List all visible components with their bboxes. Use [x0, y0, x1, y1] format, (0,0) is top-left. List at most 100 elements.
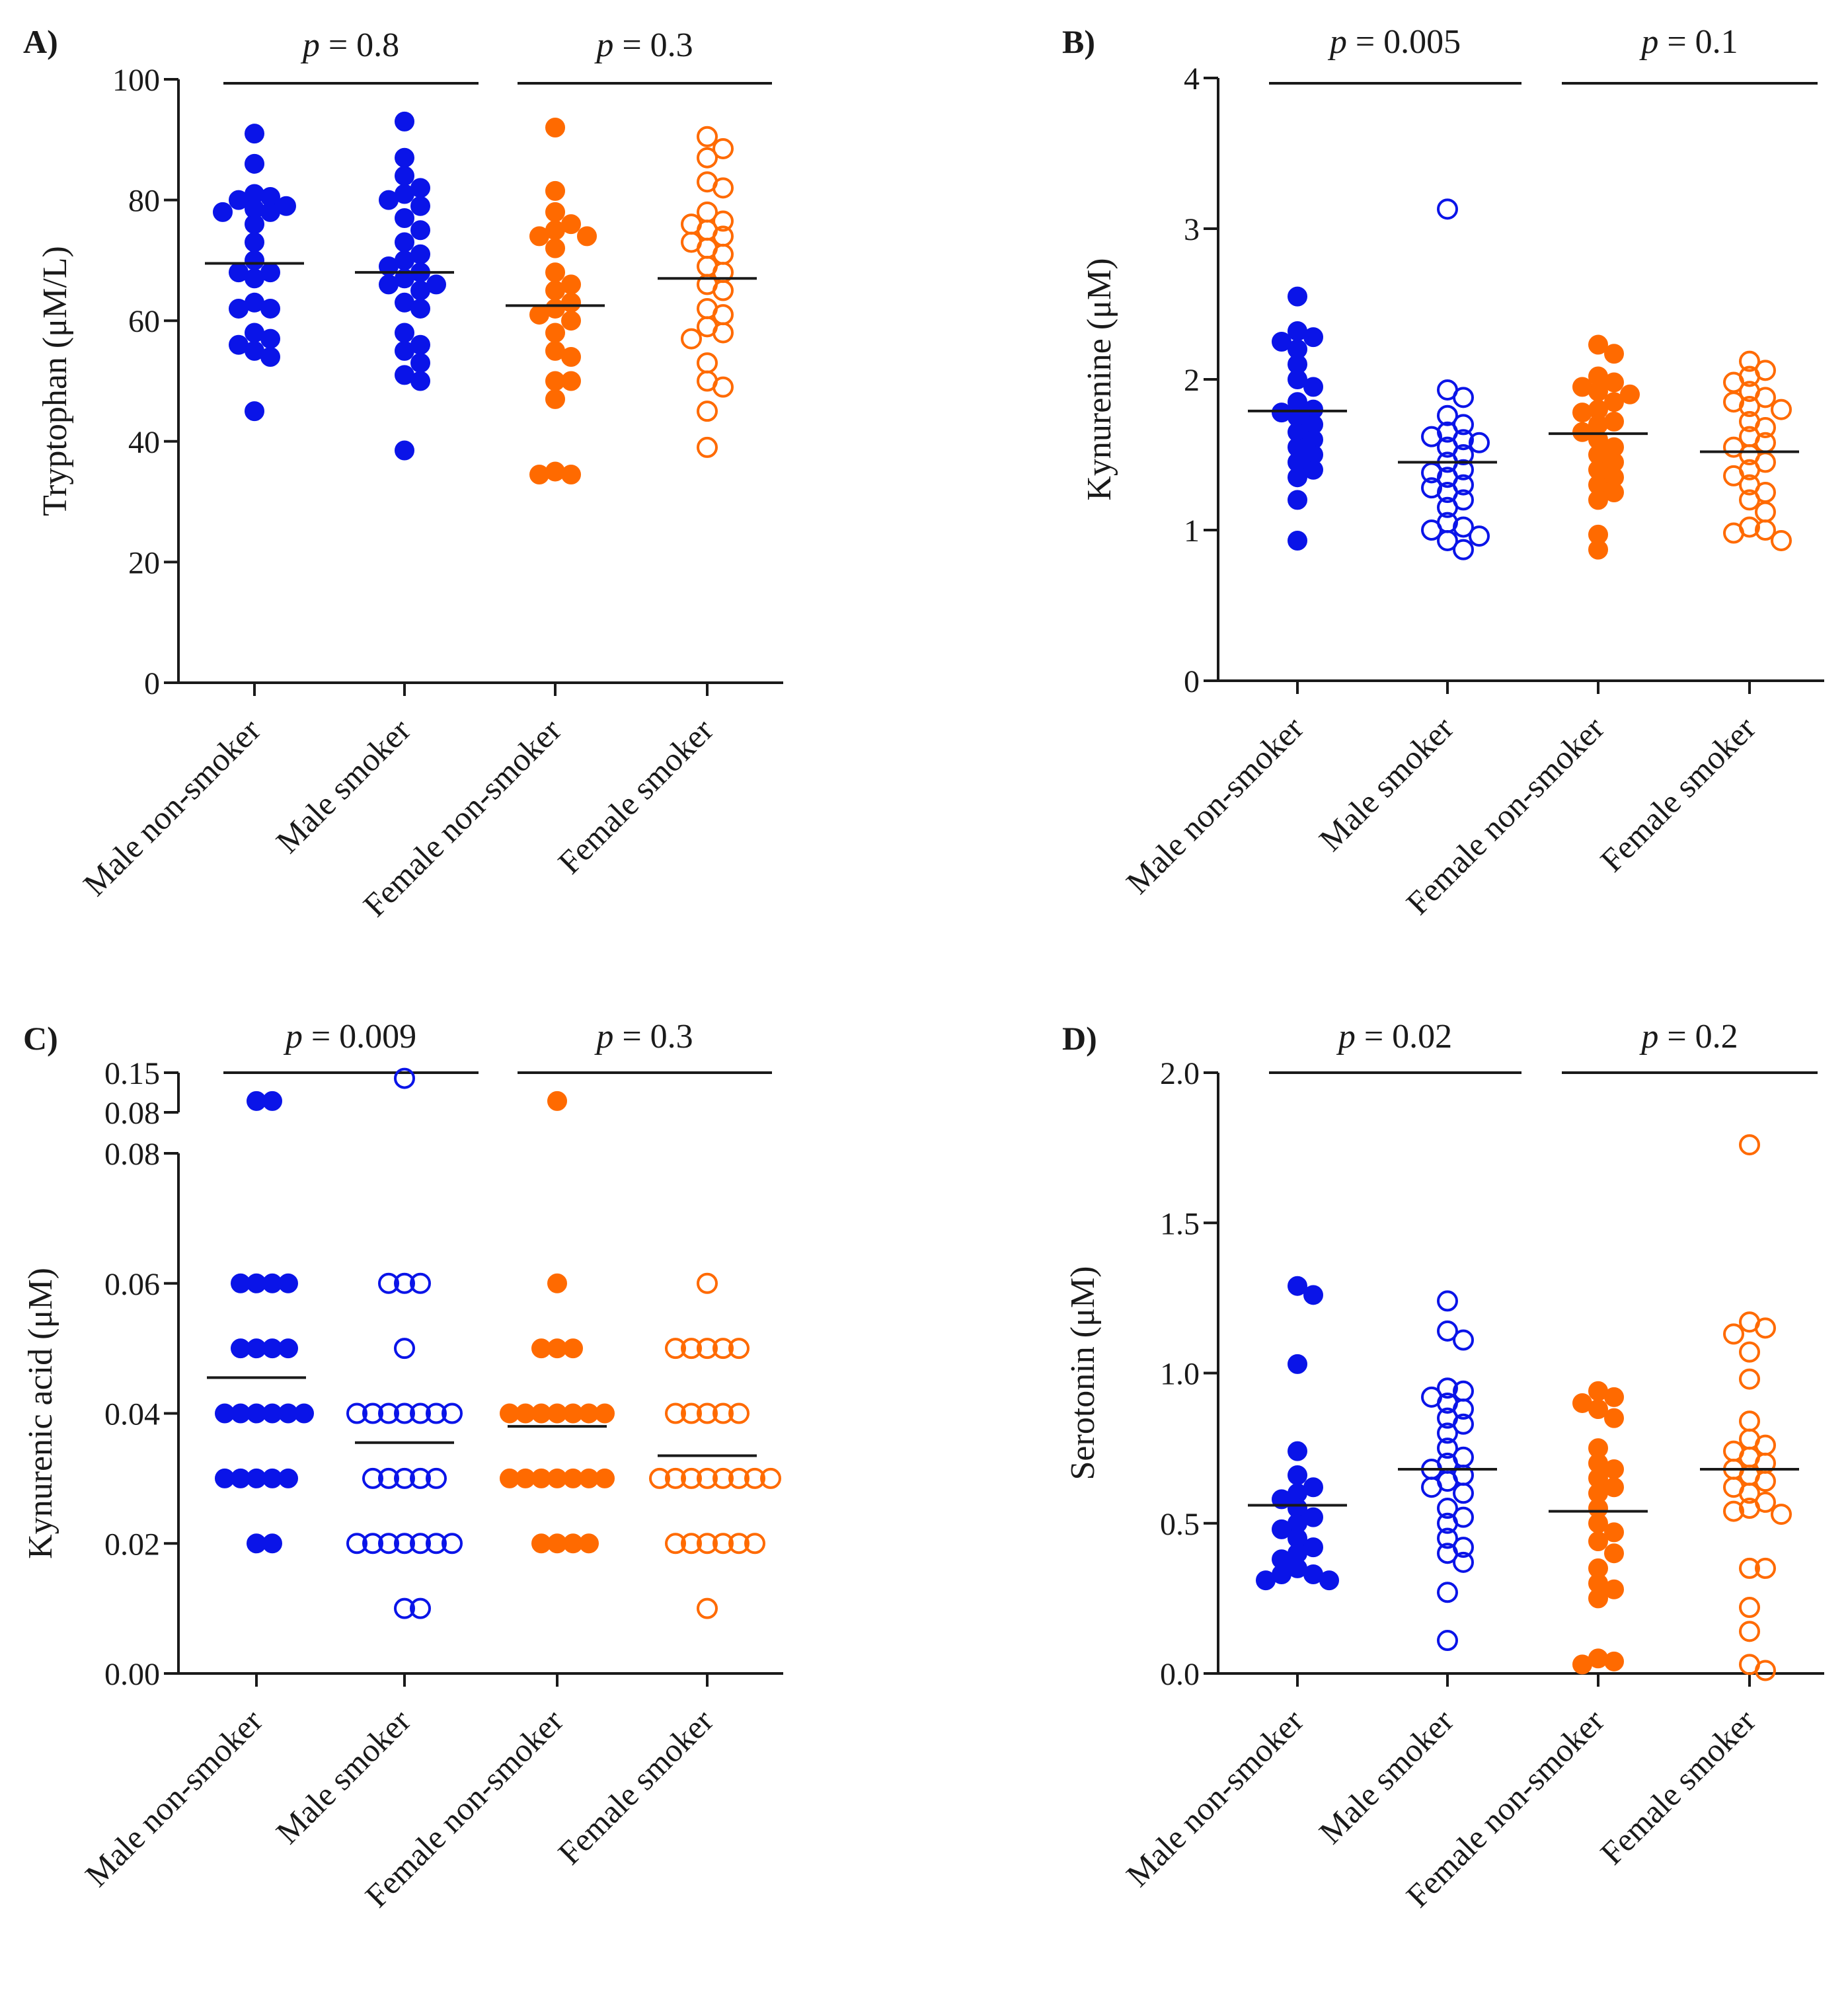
data-point	[697, 1533, 718, 1555]
data-point	[1288, 1441, 1307, 1461]
y-tick-label: 0.5	[1160, 1507, 1200, 1542]
data-point	[1588, 1399, 1608, 1420]
data-point	[410, 1402, 431, 1424]
data-point	[1755, 1557, 1776, 1579]
p-value-label: p = 0.005	[1327, 23, 1461, 61]
chart-panel-a: A) 0 20 40 60 80 100 Tryptophan (μM/L) Male non-…	[23, 23, 783, 924]
data-point	[395, 440, 414, 461]
data-point	[1739, 1482, 1760, 1504]
data-point	[697, 126, 718, 147]
data-point	[1437, 1498, 1458, 1519]
x-category-label: Male smoker	[269, 1702, 418, 1851]
data-point	[245, 401, 264, 422]
data-point	[378, 1467, 399, 1489]
panel-label: B)	[1062, 23, 1095, 60]
data-point	[245, 153, 264, 174]
data-point	[442, 1533, 463, 1555]
p-value-label: p = 0.8	[300, 26, 399, 64]
data-point	[545, 238, 565, 258]
data-point	[712, 376, 734, 398]
data-point	[1604, 1522, 1624, 1543]
p-value-label: p = 0.2	[1638, 1018, 1738, 1056]
data-point	[395, 232, 414, 252]
y-tick-label: 0.08	[104, 1137, 160, 1172]
data-point	[697, 1597, 718, 1619]
data-point	[245, 268, 264, 289]
data-point	[394, 1067, 415, 1089]
data-point	[1288, 490, 1307, 510]
data-point	[410, 1467, 431, 1489]
y-tick-label: 0.15	[104, 1056, 160, 1091]
data-point	[1319, 1570, 1339, 1591]
data-point	[395, 147, 414, 168]
y-axis-title: Kynurenic acid (μM)	[22, 1268, 59, 1559]
data-point	[1453, 1399, 1474, 1420]
data-point	[229, 190, 249, 210]
data-point	[1739, 1557, 1760, 1579]
data-point	[1739, 1410, 1760, 1432]
data-point	[649, 1467, 670, 1489]
data-point	[1288, 530, 1307, 551]
data-point	[547, 1273, 567, 1293]
data-point	[712, 1402, 734, 1424]
data-point	[697, 1467, 718, 1489]
chart-panel-c: C) 0.08 0.15 0.00 0.02 0.04 0.06 0.08 Kynurenic …	[22, 1018, 783, 1915]
data-point	[1437, 1320, 1458, 1342]
data-point	[245, 124, 264, 144]
data-point	[278, 1273, 298, 1293]
data-point	[1288, 1276, 1307, 1296]
data-point	[1755, 501, 1776, 523]
x-category-label: Male smoker	[1312, 1702, 1461, 1851]
data-point	[1604, 1408, 1624, 1428]
y-tick-label: 2.0	[1160, 1056, 1200, 1091]
y-tick-label: 1	[1184, 514, 1200, 549]
data-point	[712, 1338, 734, 1360]
data-point	[1739, 1134, 1760, 1156]
data-point	[1437, 1527, 1458, 1549]
data-point	[410, 196, 430, 216]
data-point	[1771, 529, 1792, 551]
data-point	[545, 180, 565, 201]
data-point	[394, 1533, 415, 1555]
data-point	[215, 1403, 235, 1424]
data-point	[1771, 1504, 1792, 1525]
panel-label: D)	[1062, 1020, 1097, 1057]
p-value-label: p = 0.02	[1336, 1018, 1452, 1056]
data-point	[697, 1272, 718, 1294]
chart-panel-b: B) 0 1 2 3 4 Kynurenine (μM) Male non-smoker Mal…	[1062, 23, 1824, 922]
y-tick-label: 0.02	[104, 1527, 160, 1562]
data-point	[1604, 372, 1624, 393]
y-tick-label: 0.06	[104, 1267, 160, 1302]
data-point	[1620, 384, 1640, 404]
data-point	[1303, 1285, 1323, 1305]
data-point	[260, 328, 280, 349]
data-point	[665, 1402, 686, 1424]
data-point	[697, 1338, 718, 1360]
data-point	[712, 243, 734, 265]
data-point	[410, 220, 430, 241]
data-point	[1739, 1341, 1760, 1363]
data-point	[262, 1533, 282, 1554]
data-point	[1604, 392, 1624, 412]
data-point	[712, 177, 734, 199]
data-point	[1303, 377, 1323, 397]
data-point	[1437, 1438, 1458, 1459]
data-point	[681, 328, 702, 350]
data-point	[260, 298, 280, 319]
data-point	[1588, 381, 1608, 402]
data-point	[395, 323, 414, 343]
data-point	[595, 1468, 615, 1488]
data-point	[1755, 1660, 1776, 1681]
data-point	[410, 298, 430, 319]
data-point	[362, 1402, 383, 1424]
data-point	[728, 1467, 750, 1489]
data-point	[545, 280, 565, 301]
data-point	[1739, 489, 1760, 511]
data-point	[665, 1338, 686, 1360]
data-point	[531, 1533, 551, 1554]
data-point	[1572, 1654, 1592, 1675]
y-tick-label: 0	[1184, 664, 1200, 699]
p-value-label: p = 0.3	[594, 26, 693, 64]
data-point	[1453, 1551, 1474, 1573]
y-axis-title: Serotonin (μM)	[1064, 1266, 1102, 1480]
